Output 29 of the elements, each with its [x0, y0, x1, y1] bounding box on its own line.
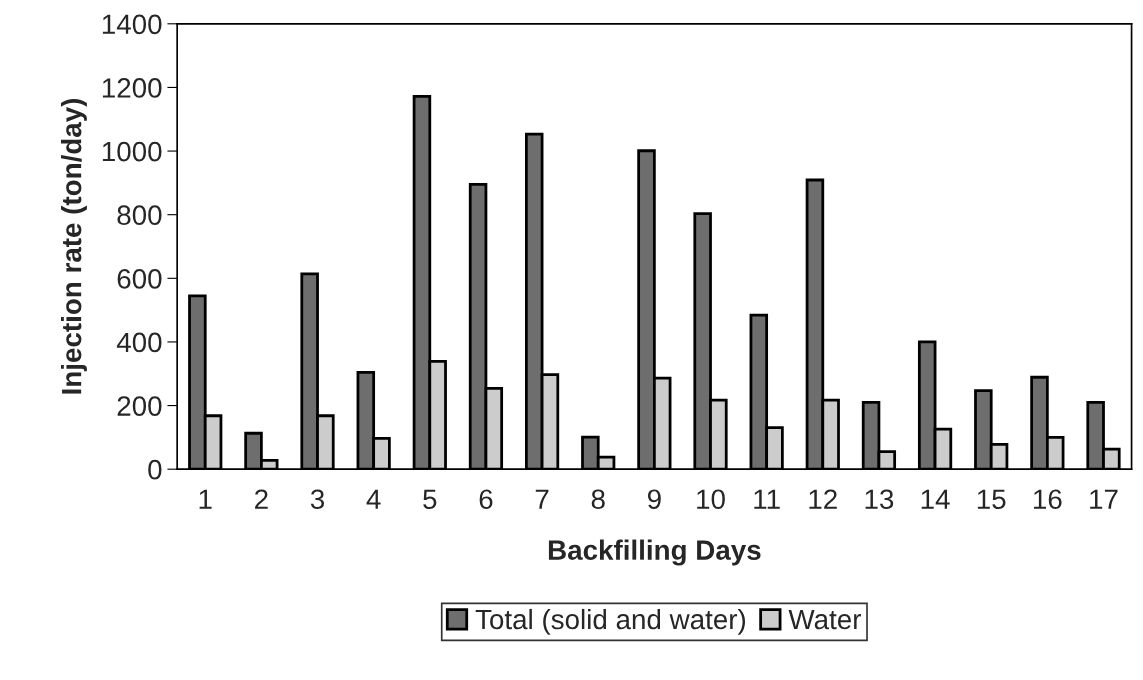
y-tick-label: 1000 — [102, 141, 162, 162]
y-tick-label: 200 — [117, 396, 162, 416]
x-tick-label: 7 — [535, 489, 549, 509]
x-tick-label: 17 — [1090, 489, 1118, 509]
x-tick-label: 15 — [977, 489, 1006, 510]
x-tick-label: 13 — [865, 489, 894, 510]
x-tick-label: 11 — [754, 489, 780, 509]
x-tick-label: 10 — [697, 489, 725, 510]
legend-label: Water — [788, 609, 861, 630]
y-tick-label: 400 — [116, 332, 162, 353]
y-tick-label: 600 — [117, 268, 162, 289]
x-tick-label: 6 — [479, 489, 493, 510]
x-axis-title: Backfilling Days — [548, 539, 761, 566]
x-tick-label: 3 — [310, 489, 325, 510]
y-tick-label: 800 — [117, 205, 162, 226]
y-tick-label: 0 — [148, 459, 162, 480]
x-tick-label: 12 — [809, 489, 837, 509]
x-tick-label: 8 — [591, 489, 605, 510]
y-axis-title: Injection rate (ton/day) — [61, 98, 87, 394]
legend-label: Total (solid and water) — [475, 608, 746, 635]
y-tick-label: 1200 — [102, 78, 162, 98]
x-tick-label: 16 — [1034, 489, 1062, 510]
x-tick-label: 1 — [199, 489, 212, 509]
y-tick-label: 1400 — [102, 14, 162, 35]
x-tick-label: 14 — [921, 489, 950, 509]
x-tick-label: 2 — [255, 489, 268, 509]
x-tick-label: 5 — [423, 489, 437, 510]
x-tick-label: 4 — [366, 489, 381, 509]
x-tick-label: 9 — [647, 489, 661, 510]
